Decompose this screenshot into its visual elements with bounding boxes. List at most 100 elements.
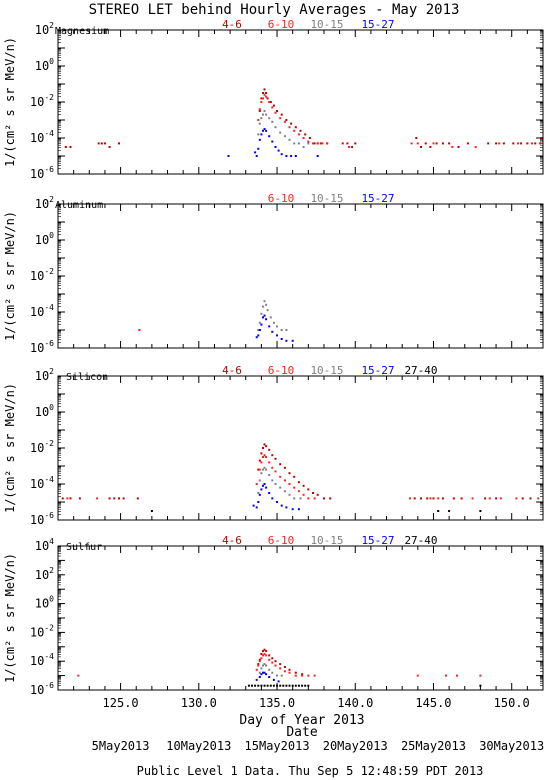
data-point — [271, 671, 274, 674]
x-tick-label: 125.0 — [103, 696, 139, 710]
legend-label-6-10: 6-10 — [268, 18, 295, 31]
data-point — [288, 493, 291, 496]
y-tick-exponent: 0 — [49, 231, 54, 240]
data-point — [429, 146, 432, 148]
data-point — [288, 138, 291, 141]
data-point — [258, 459, 261, 462]
series-6-10 — [257, 93, 541, 148]
data-point — [274, 111, 277, 114]
data-point — [285, 684, 288, 687]
data-point — [258, 321, 261, 324]
legend-label-10-15: 10-15 — [310, 534, 343, 547]
series-15-27 — [227, 128, 319, 157]
data-point — [262, 92, 264, 94]
data-point — [526, 142, 529, 145]
data-point — [260, 133, 263, 136]
x-tick-label: 130.0 — [181, 696, 217, 710]
data-point — [277, 680, 280, 683]
data-point — [429, 497, 432, 500]
data-point — [294, 155, 297, 157]
data-point — [258, 138, 261, 141]
data-point — [293, 486, 296, 489]
data-point — [263, 314, 266, 317]
data-point — [268, 101, 271, 103]
y-tick-base: 10 — [30, 269, 44, 283]
data-point — [257, 119, 260, 121]
data-point — [280, 504, 283, 507]
y-tick-label: 100 — [35, 231, 54, 247]
data-point — [255, 155, 258, 157]
data-point — [297, 490, 300, 493]
data-point — [260, 323, 263, 326]
legend-label-15-27: 15-27 — [361, 192, 394, 205]
data-point — [274, 126, 277, 129]
data-point — [316, 493, 319, 496]
data-point — [257, 133, 260, 136]
data-point — [227, 155, 230, 157]
data-point — [271, 330, 274, 333]
data-point — [108, 497, 111, 500]
data-point — [265, 95, 268, 98]
data-point — [266, 97, 269, 100]
y-tick-base: 10 — [35, 405, 49, 419]
data-point — [294, 674, 297, 677]
data-point — [293, 475, 296, 478]
data-point — [312, 142, 314, 145]
y-tick-label: 10-6 — [30, 339, 54, 355]
data-point — [466, 142, 469, 145]
y-tick-label: 10-2 — [30, 439, 54, 455]
data-point — [268, 676, 271, 678]
data-point — [413, 497, 416, 500]
data-point — [280, 113, 283, 116]
series-27-40 — [247, 684, 482, 687]
data-point — [291, 684, 294, 687]
data-point — [304, 684, 307, 687]
data-point — [271, 657, 274, 660]
data-point — [263, 483, 266, 485]
data-point — [263, 684, 266, 687]
y-tick-label: 102 — [35, 367, 54, 383]
data-point — [97, 142, 100, 145]
y-tick-exponent: 0 — [49, 403, 54, 412]
data-point — [521, 497, 524, 500]
y-tick-exponent: -2 — [44, 267, 54, 276]
data-point — [437, 497, 440, 500]
data-point — [268, 658, 271, 661]
data-point — [265, 650, 268, 653]
data-point — [263, 663, 266, 666]
data-point — [285, 155, 288, 157]
data-point — [262, 650, 264, 653]
y-tick-exponent: -6 — [44, 165, 54, 174]
data-point — [432, 142, 435, 145]
date-tick-label: 5May2013 — [92, 739, 150, 753]
data-point — [268, 135, 271, 138]
data-point — [64, 146, 67, 148]
data-point — [495, 497, 498, 500]
data-point — [283, 135, 286, 138]
y-tick-exponent: -6 — [44, 511, 54, 520]
data-point — [262, 305, 264, 308]
data-point — [288, 126, 291, 129]
data-point — [283, 120, 286, 123]
data-point — [280, 329, 283, 331]
y-tick-label: 102 — [35, 195, 54, 211]
data-point — [265, 664, 268, 667]
date-tick-label: 25May2013 — [401, 739, 466, 753]
date-tick-label: 10May2013 — [166, 739, 231, 753]
data-point — [274, 470, 277, 473]
y-tick-label: 100 — [35, 595, 54, 611]
y-tick-label: 102 — [35, 21, 54, 37]
y-tick-base: 10 — [35, 233, 49, 247]
data-point — [262, 129, 264, 132]
data-point — [257, 664, 260, 667]
series-6-10 — [138, 329, 261, 331]
data-point — [312, 492, 314, 494]
y-tick-base: 10 — [35, 369, 49, 383]
y-tick-exponent: 2 — [49, 21, 54, 30]
data-point — [268, 325, 271, 328]
data-point — [495, 142, 498, 145]
data-point — [285, 506, 288, 509]
data-point — [288, 472, 291, 475]
